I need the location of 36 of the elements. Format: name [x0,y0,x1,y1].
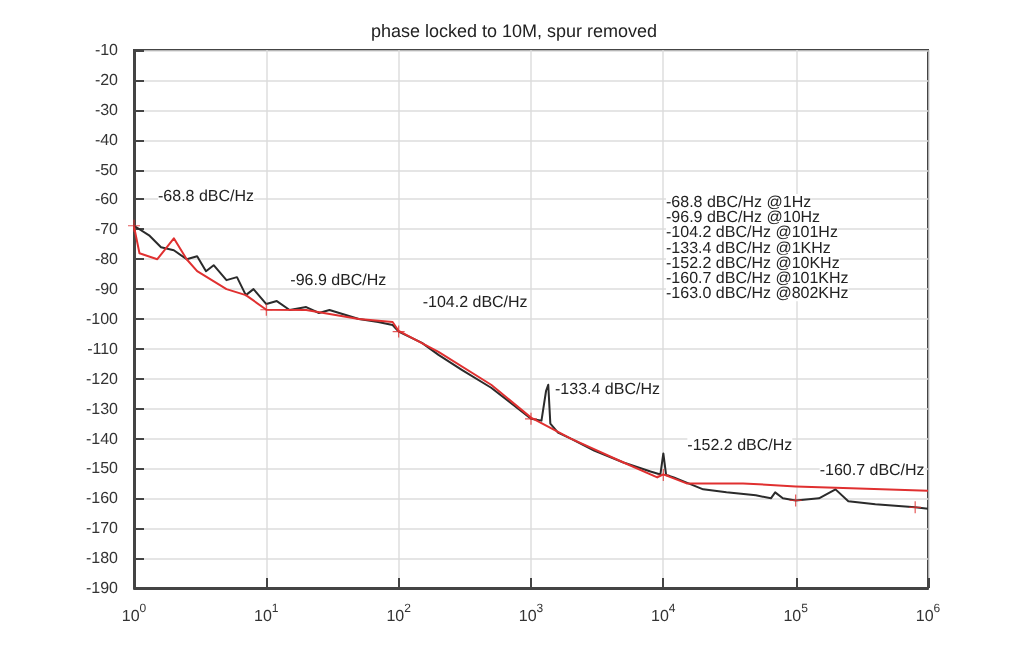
y-tick-label: -80 [94,250,120,269]
point [525,412,537,425]
annotation: -96.9 dBC/Hz @10Hz [666,208,821,227]
annotation: -104.2 dBC/Hz @101Hz [666,223,838,242]
y-tick-label: -70 [94,220,120,239]
y-tick-label: -10 [94,41,120,59]
point [657,469,670,482]
annotation: -133.4 dBC/Hz [555,379,660,398]
annotation: -133.4 dBC/Hz @1KHz [666,238,831,257]
annotation: -68.8 dBC/Hz [158,186,255,205]
y-tick-label: -140 [85,429,120,448]
point [128,219,140,232]
annotation: -152.2 dBC/Hz [687,436,793,455]
annotation: -160.7 dBC/Hz @101KHz [666,269,849,287]
y-tick-label: -50 [94,160,120,179]
y-tick-label: -30 [94,100,120,119]
y-tick-label: -40 [94,130,120,149]
y-tick-label: -120 [85,369,120,388]
y-tick-label: -20 [94,70,120,89]
annotation: -163.0 dBC/Hz @802KHz [666,284,849,303]
y-tick-label: -180 [85,549,120,568]
chart-title: phase locked to 10M, spur removed [370,21,658,41]
annotation: -104.2 dBC/Hz [422,292,528,311]
y-tick-label: -110 [87,339,120,358]
y-tick-label: -100 [85,310,120,328]
y-tick-label: -170 [85,519,120,538]
annotation: -152.2 dBC/Hz @10KHz [666,253,840,272]
y-tick-label: -90 [94,280,120,299]
y-tick-label: -130 [85,399,120,418]
annotation: -160.7 dBC/Hz [819,461,925,480]
y-tick-label: -190 [85,579,120,597]
y-tick-label: -60 [94,190,120,209]
y-tick-label: -150 [85,459,120,478]
y-tick-label: -160 [85,489,120,508]
annotation: -96.9 dBC/Hz [290,270,387,289]
annotation: -68.8 dBC/Hz @1Hz [666,193,812,211]
